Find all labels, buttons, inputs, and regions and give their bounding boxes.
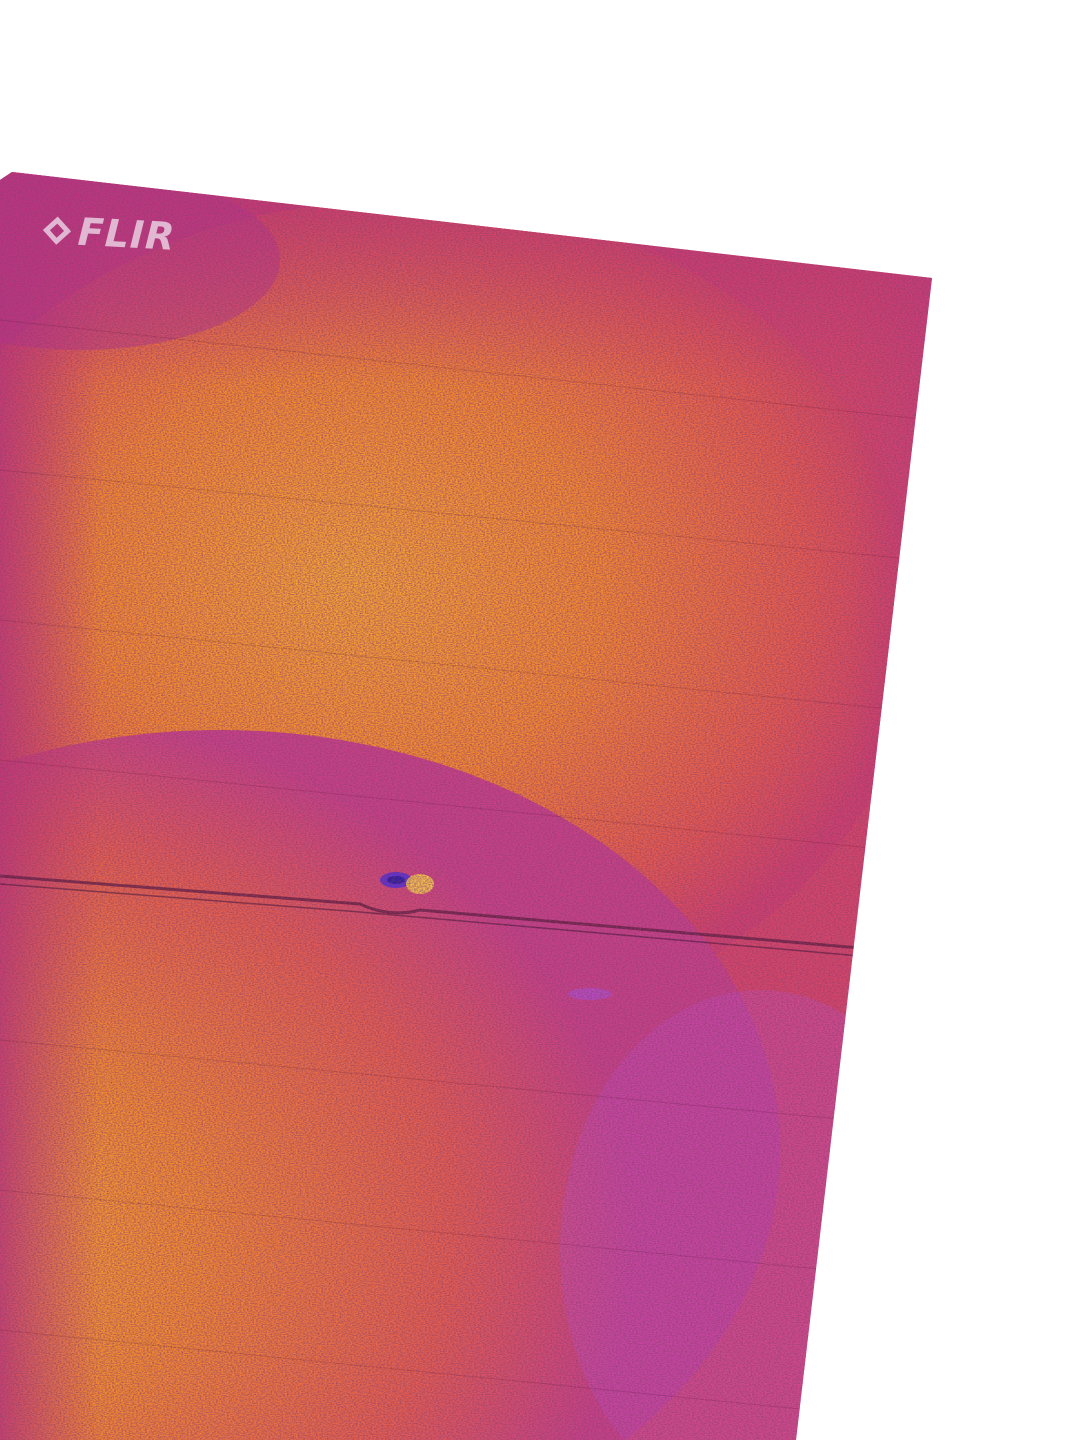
flir-logo: FLIR	[42, 200, 177, 267]
flir-logo-text: FLIR	[76, 209, 177, 259]
flir-diamond-icon	[43, 217, 70, 244]
